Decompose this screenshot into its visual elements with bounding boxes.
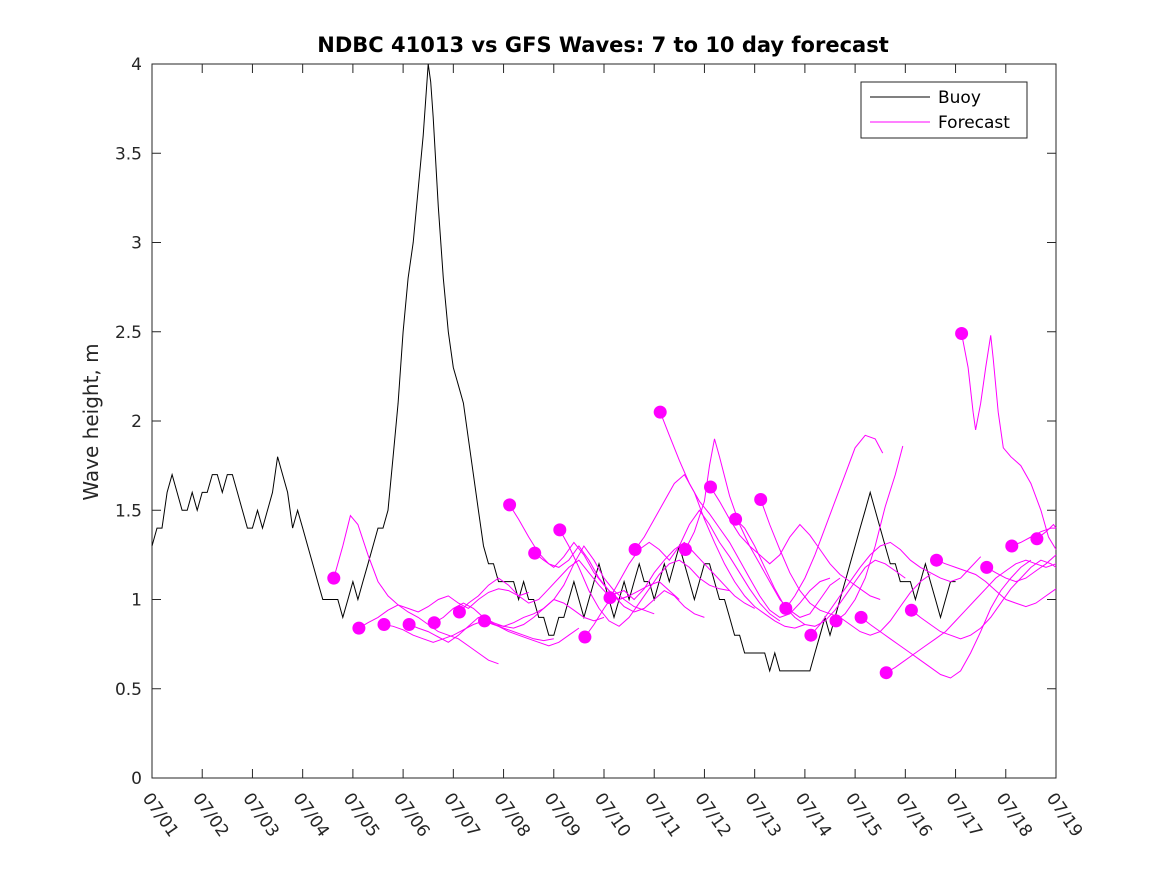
forecast-line [559,529,730,627]
y-tick-label: 1.5 [115,501,142,521]
forecast-start-markers [327,327,1044,680]
forecast-line [885,559,1057,674]
forecast-line [358,588,529,629]
legend: Buoy Forecast [860,81,1028,139]
x-tick-label: 07/17 [941,789,985,841]
forecast-start-marker [1005,539,1019,553]
legend-box [860,81,1028,139]
forecast-line [911,559,1057,640]
forecast-line [383,620,554,643]
forecast-line [835,445,904,622]
forecast-line [735,518,906,627]
legend-buoy-label: Buoy [938,88,981,108]
forecast-start-marker [879,666,893,680]
x-tick-label: 07/15 [841,789,885,841]
forecast-start-marker [729,512,743,526]
x-tick-label: 07/18 [992,789,1036,841]
forecast-start-marker [779,601,793,615]
x-tick-label: 07/09 [540,789,584,841]
forecast-start-marker [804,628,818,642]
plot-area: 07/01 07/02 07/03 07/04 07/05 07/06 07/07 07/08… [115,55,1086,841]
x-tick-label: 07/14 [791,789,835,841]
forecast-start-marker [1030,532,1044,546]
forecast-start-marker [427,616,441,630]
forecast-start-marker [628,543,642,556]
forecast-start-marker [829,614,843,628]
x-tick-label: 07/02 [188,789,232,841]
forecast-line [333,514,499,665]
forecast-line [634,473,806,629]
forecast-line [659,411,831,618]
forecast-start-marker [930,553,943,567]
y-tick-label: 4 [131,55,142,75]
x-tick-label: 07/19 [1042,789,1086,841]
x-tick-label: 07/01 [138,789,182,841]
forecast-start-marker [854,610,868,624]
x-tick-label: 07/08 [489,789,533,841]
forecast-start-marker [754,493,768,506]
y-tick-label: 2.5 [115,323,142,343]
forecast-start-marker [578,630,592,644]
forecast-line [433,598,605,629]
x-tick-label: 07/04 [289,789,333,841]
y-tick-label: 1 [131,591,142,611]
forecast-start-marker [478,614,491,628]
plot-frame [151,63,1057,779]
forecast-line [710,486,881,600]
x-tick-label: 07/12 [690,789,734,841]
forecast-start-marker [352,621,366,635]
x-tick-label: 07/03 [238,789,282,841]
forecast-line [986,554,1057,583]
forecast-start-marker [955,327,969,340]
forecast-start-marker [603,591,617,605]
forecast-line [810,541,982,636]
x-tick-label: 07/05 [339,789,383,841]
x-tick-label: 07/06 [389,789,433,841]
forecast-start-marker [528,546,542,560]
forecast-line [484,545,655,627]
forecast-start-marker [704,480,717,494]
x-tick-label: 07/10 [590,789,634,841]
forecast-start-marker [678,543,692,556]
buoy-line [151,63,956,673]
x-tick-label: 07/16 [891,789,935,841]
y-tick-label: 2 [131,412,142,432]
forecast-line [459,559,630,613]
buoy-series [151,63,956,673]
forecast-start-marker [980,560,994,574]
forecast-start-marker [503,498,517,512]
forecast-line [936,559,1057,608]
forecast-start-marker [904,603,918,617]
x-tick-label: 07/07 [439,789,483,841]
forecast-start-marker [452,605,466,619]
forecast-line [961,333,1057,550]
forecast-line [684,438,841,618]
forecast-line [408,616,580,647]
x-tick-label: 07/11 [640,789,684,841]
forecast-start-marker [653,405,667,419]
forecast-line [760,499,931,636]
forecast-start-marker [553,523,567,537]
y-tick-label: 3 [131,234,142,254]
y-axis-label: Wave height, m [79,343,103,500]
forecast-line [785,434,884,609]
forecast-start-marker [377,618,391,631]
y-tick-label: 0.5 [115,680,142,700]
x-tick-label: 07/13 [741,789,785,841]
forecast-start-marker [402,618,416,631]
forecast-line [534,541,705,618]
y-tick-label: 3.5 [115,144,142,164]
y-tick-label: 0 [131,769,142,789]
chart-title: NDBC 41013 vs GFS Waves: 7 to 10 day for… [317,33,888,57]
legend-forecast-label: Forecast [938,113,1010,133]
forecast-start-marker [327,571,341,585]
forecast-line [860,559,1032,679]
